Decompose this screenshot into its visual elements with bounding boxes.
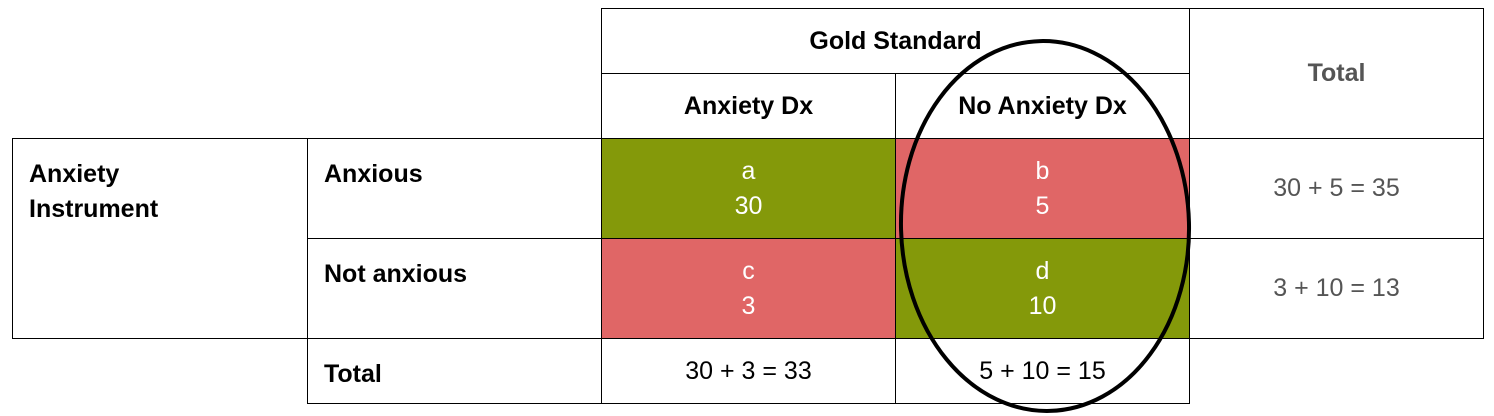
anxiety-dx-column-total: 30 + 3 = 33	[601, 338, 896, 404]
total-column-header: Total	[1189, 8, 1484, 139]
cell-c-letter: c	[742, 256, 755, 285]
not-anxious-row-label: Not anxious	[324, 260, 468, 288]
anxiety-dx-header: Anxiety Dx	[601, 73, 896, 139]
cell-d-letter: d	[1035, 256, 1050, 285]
total-row-label: Total	[324, 360, 382, 388]
anxiety-dx-label: Anxiety Dx	[683, 91, 814, 120]
not-anxious-row-total-text: 3 + 10 = 13	[1273, 274, 1400, 302]
gold-standard-label: Gold Standard	[809, 26, 982, 55]
gold-standard-header: Gold Standard	[601, 8, 1190, 74]
not-anxious-row-label-cell: Not anxious	[307, 238, 602, 339]
total-row-label-cell: Total	[307, 338, 602, 404]
not-anxious-row-total: 3 + 10 = 13	[1189, 238, 1484, 339]
cell-c-value: 3	[741, 291, 756, 320]
anxious-row-total-text: 30 + 5 = 35	[1273, 174, 1400, 202]
total-column-label: Total	[1307, 59, 1366, 87]
cell-a-value: 30	[734, 191, 763, 220]
no-anxiety-dx-header: No Anxiety Dx	[895, 73, 1190, 139]
no-anxiety-dx-column-total-text: 5 + 10 = 15	[979, 356, 1106, 385]
anxiety-instrument-label: Anxiety Instrument	[29, 160, 159, 223]
anxious-row-label: Anxious	[324, 160, 423, 188]
cell-b-value: 5	[1035, 191, 1050, 220]
anxiety-instrument-label-cell: Anxiety Instrument	[12, 138, 308, 339]
cell-a: a 30	[601, 138, 896, 239]
anxiety-dx-column-total-text: 30 + 3 = 33	[685, 356, 812, 385]
no-anxiety-dx-label: No Anxiety Dx	[958, 91, 1127, 120]
no-anxiety-dx-column-total: 5 + 10 = 15	[895, 338, 1190, 404]
cell-b-letter: b	[1035, 156, 1050, 185]
cell-c: c 3	[601, 238, 896, 339]
cell-a-letter: a	[741, 156, 756, 185]
anxious-row-total: 30 + 5 = 35	[1189, 138, 1484, 239]
anxious-row-label-cell: Anxious	[307, 138, 602, 239]
cell-d: d 10	[895, 238, 1190, 339]
cell-b: b 5	[895, 138, 1190, 239]
cell-d-value: 10	[1028, 291, 1057, 320]
